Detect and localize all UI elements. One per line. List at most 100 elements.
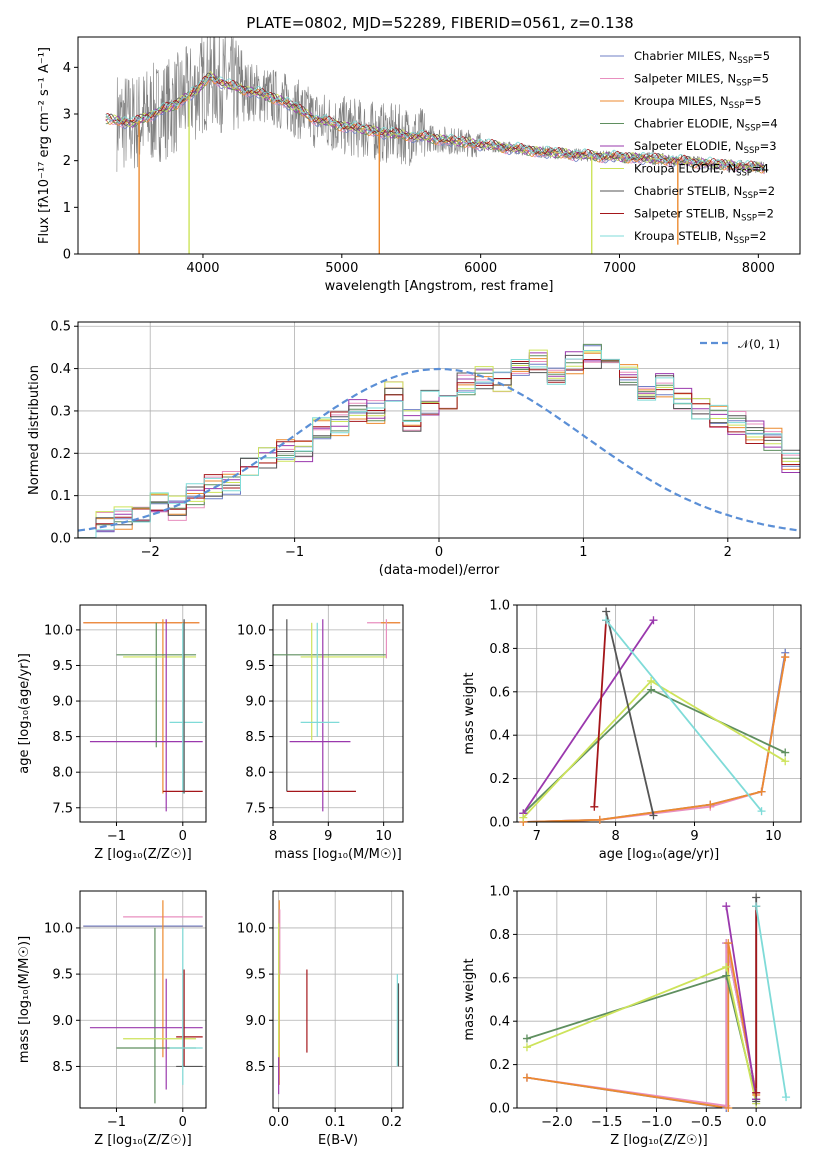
- spectrum-panel: 4000 5000 6000 7000 8000 0 1 2 3 4 wavelength [Ang…: [37, 36, 801, 294]
- y-tick-label: 0.4: [489, 729, 510, 744]
- y-tick-label: 0.0: [489, 816, 510, 831]
- y-tick-label: 10.0: [44, 623, 73, 638]
- axes-frame: [77, 36, 801, 255]
- grid: [517, 604, 801, 823]
- series-marker: [649, 616, 658, 625]
- age-vs-metallicity-panel: −1 0 7.5 8.0 8.5 9.0 9.5 10.0 Z [log₁₀(Z/Z☉)] age…: [17, 604, 207, 862]
- y-tick-label: 0: [63, 248, 71, 263]
- x-tick-label: −0.5: [691, 1115, 723, 1130]
- y-tick-label: 0.5: [50, 320, 71, 335]
- figure-title: PLATE=0802, MJD=52289, FIBERID=0561, z=0…: [246, 14, 633, 32]
- normal-curve: [78, 367, 798, 532]
- series-marker: [522, 1043, 531, 1052]
- plot-area: [78, 343, 800, 538]
- series-marker: [781, 757, 790, 766]
- series-marker: [752, 893, 761, 902]
- histogram-kroupa-miles: [78, 352, 800, 538]
- series-marker: [781, 748, 790, 757]
- x-tick-label: 9: [324, 829, 332, 844]
- x-axis-label: Z [log₁₀(Z/Z☉)]: [94, 847, 191, 862]
- plot-area: [278, 900, 400, 1095]
- spectrum-legend: Chabrier MILES, NSSP=5 Salpeter MILES, NS…: [600, 49, 778, 246]
- axes-frame: [272, 890, 404, 1109]
- x-axis-label: (data-model)/error: [379, 563, 500, 578]
- series-line-salpeter-miles: [523, 656, 787, 822]
- y-tick-label: 3: [63, 108, 71, 123]
- legend-entry: Salpeter MILES, NSSP=5: [634, 72, 769, 89]
- y-tick-label: 0.1: [50, 489, 71, 504]
- histogram-salpeter-miles: [78, 358, 800, 538]
- series-marker: [757, 787, 766, 796]
- series-line-kroupa-miles: [523, 656, 787, 822]
- y-tick-label: 0.8: [489, 928, 510, 943]
- x-tick-label: 10: [375, 829, 392, 844]
- series-marker: [647, 676, 656, 685]
- x-tick-label: 6000: [464, 261, 497, 276]
- y-tick-label: 1: [63, 201, 71, 216]
- series-marker: [522, 1034, 531, 1043]
- x-tick-label: 2: [724, 545, 732, 560]
- axes-frame: [516, 890, 802, 1109]
- axes-frame: [79, 604, 207, 823]
- model-spectrum-kroupa-miles: [105, 78, 765, 174]
- x-tick-label: 0: [179, 1115, 187, 1130]
- y-tick-label: 1.0: [489, 599, 510, 614]
- massweight-vs-age-panel: 7 8 9 10 0.0 0.2 0.4 0.6 0.8 1.0 age [log₁₀(age/yr…: [462, 599, 802, 862]
- mass-vs-metallicity-panel: −1 0 8.5 9.0 9.5 10.0 Z [log₁₀(Z/Z☉)] mass [log…: [17, 890, 207, 1148]
- series-marker: [722, 902, 731, 911]
- series-marker: [522, 1073, 531, 1082]
- series-marker: [647, 685, 656, 694]
- grid: [80, 891, 206, 1108]
- axes-frame: [272, 604, 404, 823]
- x-tick-label: −1: [107, 1115, 126, 1130]
- y-tick-label: 0.4: [50, 362, 71, 377]
- y-tick-label: 0.2: [489, 772, 510, 787]
- legend-entry: Chabrier ELODIE, NSSP=4: [634, 117, 778, 134]
- plot-area: [83, 900, 203, 1104]
- x-tick-label: 7: [533, 829, 541, 844]
- y-tick-label: 0.8: [489, 642, 510, 657]
- model-spectrum-kroupa-stelib: [105, 75, 765, 171]
- y-tick-label: 1.0: [489, 885, 510, 900]
- x-axis-label: mass [log₁₀(M/M☉)]: [274, 847, 401, 862]
- series-marker: [595, 815, 604, 824]
- y-tick-label: 9.0: [245, 1014, 266, 1029]
- histogram-salpeter-elodie: [78, 351, 800, 538]
- x-tick-label: 4000: [186, 261, 219, 276]
- y-tick-label: 8.0: [52, 766, 73, 781]
- plot-area: [273, 619, 401, 812]
- legend-entry: Salpeter ELODIE, NSSP=3: [634, 139, 777, 156]
- y-tick-label: 0.3: [50, 404, 71, 419]
- y-tick-label: 4: [63, 61, 71, 76]
- series-line-salpeter-elodie: [725, 906, 758, 1100]
- x-tick-label: 8000: [742, 261, 775, 276]
- series-line-chabrier-stelib: [605, 611, 655, 816]
- y-tick-label: 0.2: [489, 1058, 510, 1073]
- y-axis-label: Flux [fλ10⁻¹⁷ erg cm⁻² s⁻¹ A⁻¹]: [37, 47, 52, 244]
- mass-vs-ebv-panel: 0.0 0.1 0.2 8.5 9.0 9.5 10.0 E(B-V): [237, 890, 404, 1148]
- x-axis-label: E(B-V): [318, 1133, 358, 1148]
- plot-area: [105, 37, 766, 254]
- histogram-salpeter-stelib: [78, 359, 800, 538]
- axes-frame: [79, 890, 207, 1109]
- x-tick-label: 7000: [603, 261, 636, 276]
- series-marker: [706, 800, 715, 809]
- x-axis-label: Z [log₁₀(Z/Z☉)]: [610, 1133, 707, 1148]
- series-marker: [781, 653, 790, 662]
- legend-entry: Chabrier STELIB, NSSP=2: [634, 184, 775, 201]
- series-line-salpeter-miles: [526, 942, 758, 1107]
- y-tick-label: 9.5: [245, 659, 266, 674]
- x-tick-label: 0.1: [325, 1115, 346, 1130]
- series-line-salpeter-elodie: [522, 619, 655, 814]
- series-marker: [602, 616, 611, 625]
- x-tick-label: 0.2: [381, 1115, 402, 1130]
- y-tick-label: 9.0: [52, 695, 73, 710]
- x-tick-label: −1: [107, 829, 126, 844]
- y-tick-label: 2: [63, 154, 71, 169]
- y-tick-label: 8.5: [52, 1060, 73, 1075]
- y-axis-label: mass [log₁₀(M/M☉)]: [17, 936, 32, 1063]
- series-marker: [519, 813, 528, 822]
- y-tick-label: 9.5: [52, 968, 73, 983]
- x-tick-label: 5000: [325, 261, 358, 276]
